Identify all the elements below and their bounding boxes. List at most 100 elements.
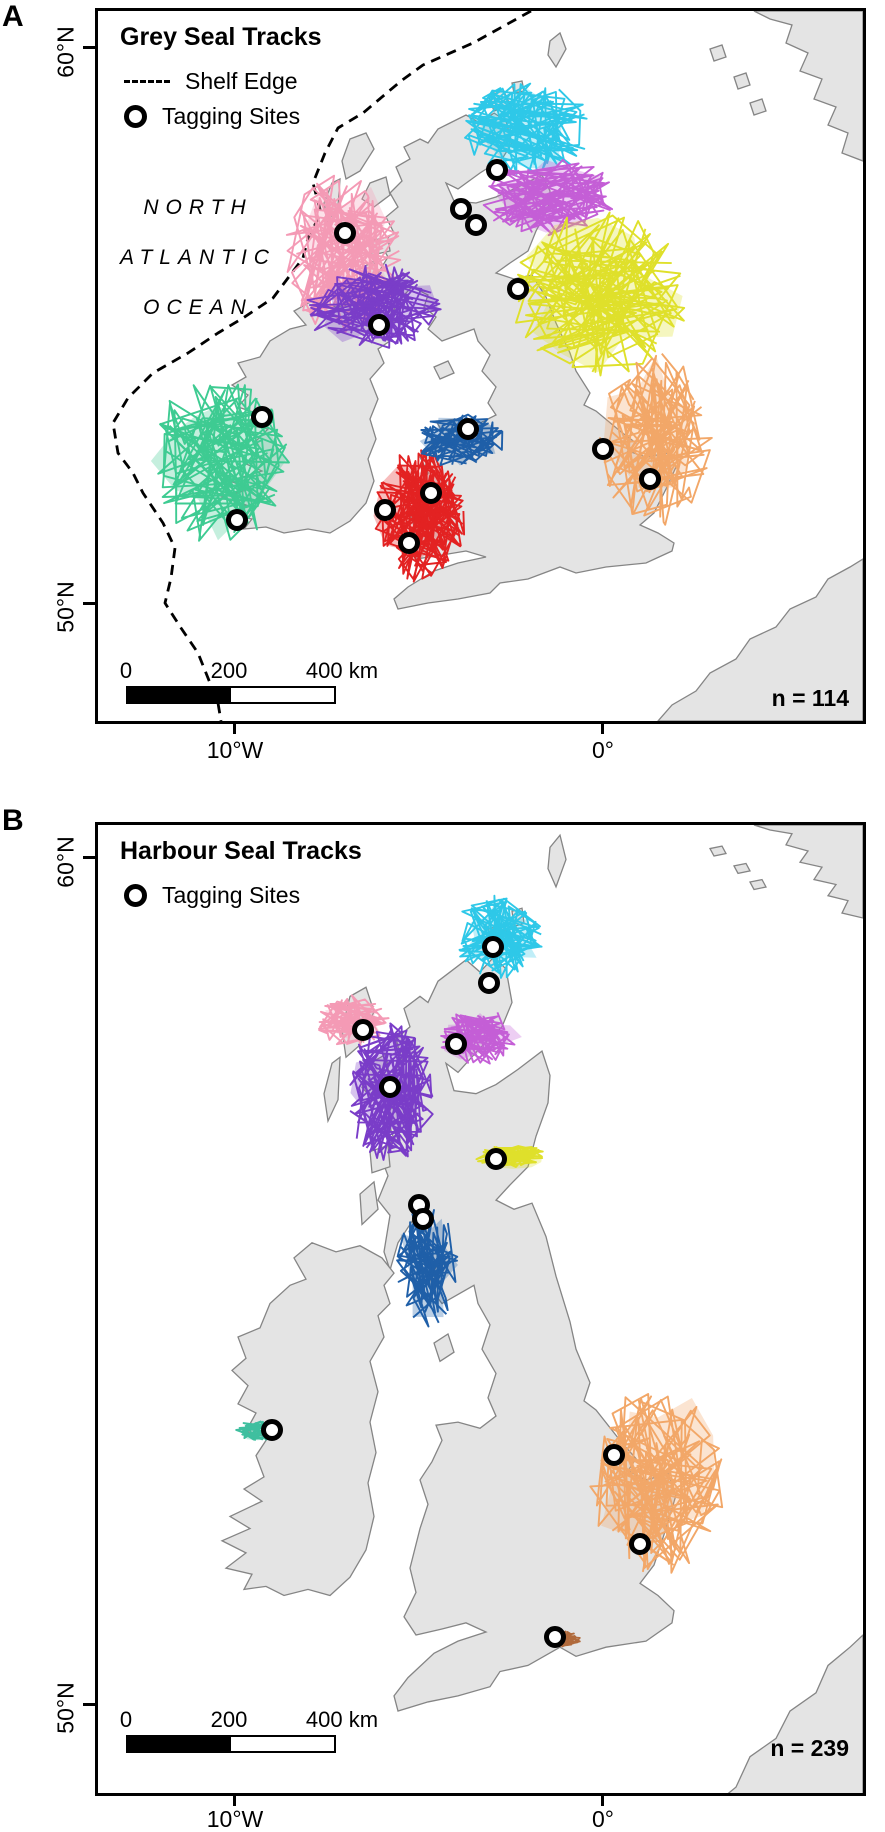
seal-track-line: [488, 168, 605, 233]
ocean-label-line-2: ATLANTIC: [120, 246, 276, 269]
panel-a-xlabel-0: 0°: [592, 737, 614, 763]
seal-track-line: [595, 1395, 713, 1541]
seal-track-line: [201, 383, 288, 517]
seal-track-line: [599, 384, 703, 487]
seal-track-line: [608, 370, 695, 516]
tagging-site-marker-firth-of-tay: [485, 1148, 507, 1170]
panel-b-map: [221, 825, 863, 1793]
tagging-site-marker-celtic-sea: [398, 532, 420, 554]
seal-track-line: [395, 476, 464, 580]
seal-track-line: [299, 192, 402, 312]
panel-b-map-frame: Harbour Seal Tracks Tagging Sites 0 200 …: [95, 822, 866, 1796]
panel-a-seal-tracks: [150, 82, 713, 583]
panel-a-sample-size: n = 114: [771, 685, 849, 711]
panel-a-map-frame: Grey Seal Tracks Shelf Edge Tagging Site…: [95, 8, 866, 724]
panel-b-ytick-60n: [83, 856, 95, 859]
seal-track-line: [589, 1408, 677, 1567]
seal-track-east-england: [589, 1393, 724, 1574]
panel-b-seal-tracks: [235, 894, 724, 1648]
ocean-label-line-3: OCEAN: [143, 296, 253, 319]
legend-row-tagging-sites-b: Tagging Sites: [124, 880, 300, 910]
seal-track-line: [381, 455, 460, 569]
panel-b-xtick-0: [601, 1794, 604, 1806]
seal-track-line: [517, 211, 624, 373]
seal-track-north-scotland: [464, 82, 588, 175]
seal-track-line: [290, 185, 394, 325]
panel-a-ytick-60n: [83, 46, 95, 49]
panel-b-letter: B: [2, 804, 24, 837]
tagging-site-icon: [124, 104, 147, 128]
panel-a-letter: A: [2, 0, 24, 33]
seal-track-line: [519, 214, 658, 373]
panel-b-xlabel-0: 0°: [592, 1806, 614, 1832]
seal-track-line: [351, 1038, 417, 1159]
tagging-site-marker-north-channel: [368, 314, 390, 336]
panel-b-sample-size: n = 239: [770, 1735, 849, 1761]
panel-b-scalebar: 0 200 400 km: [120, 1707, 378, 1753]
seal-track-line: [424, 414, 470, 465]
tagging-site-marker-the-wash: [603, 1444, 625, 1466]
panel-a-ylabel-60n: 60°N: [52, 26, 79, 78]
seal-track-line: [527, 228, 679, 373]
panel-b-ytick-50n: [83, 1703, 95, 1706]
seal-track-line: [400, 1213, 450, 1312]
ocean-label-line-1: NORTH: [143, 196, 253, 219]
legend-row-tagging-sites: Tagging Sites: [124, 101, 300, 131]
tagging-site-marker-galway-bay: [251, 406, 273, 428]
tagging-site-marker-southeast-ireland: [374, 499, 396, 521]
panel-b-xtick-10w: [233, 1794, 236, 1806]
tagging-site-marker-pentland-firth: [478, 972, 500, 994]
tagging-site-marker-dornoch-firth: [486, 159, 508, 181]
tagging-site-marker-orkney: [482, 936, 504, 958]
seal-track-line: [490, 162, 595, 224]
seal-track-line: [161, 408, 279, 503]
panel-b-title: Harbour Seal Tracks: [120, 837, 362, 865]
legend-row-shelf-edge: Shelf Edge: [124, 66, 298, 96]
scalebar-200: 200: [210, 658, 248, 683]
seal-track-line: [468, 91, 580, 175]
scalebar-0-b: 0: [119, 1707, 133, 1732]
seal-track-line: [494, 176, 598, 223]
seal-track-line: [467, 90, 558, 172]
dashed-line-icon: [124, 79, 170, 83]
tagging-site-marker-south-coast: [544, 1626, 566, 1648]
panel-a-ylabel-50n: 50°N: [52, 581, 79, 633]
tagging-site-icon: [124, 883, 147, 907]
seal-track-east-scotland: [511, 211, 686, 377]
seal-track-line: [461, 897, 541, 975]
ocean-label: NORTH ATLANTIC OCEAN: [98, 183, 304, 333]
seal-track-line: [310, 271, 441, 337]
tagging-site-marker-clyde-south: [412, 1208, 434, 1230]
scalebar-0: 0: [119, 658, 133, 683]
panel-b-tagging-sites: [261, 936, 651, 1648]
panel-a-ytick-50n: [83, 602, 95, 605]
scalebar-200-b: 200: [210, 1707, 248, 1732]
seal-track-line: [600, 1409, 721, 1561]
tagging-site-marker-firth-of-forth: [507, 278, 529, 300]
seal-track-irish-sea: [396, 1206, 459, 1328]
tagging-site-marker-kerry-coast: [226, 509, 248, 531]
scalebar-400-b: 400 km: [305, 1707, 379, 1732]
panel-b-xlabel-10w: 10°W: [206, 1806, 264, 1832]
panel-a-xlabel-10w: 10°W: [206, 737, 264, 763]
seal-track-line: [555, 229, 679, 359]
scalebar-400: 400 km: [305, 658, 379, 683]
panel-a-title: Grey Seal Tracks: [120, 23, 322, 51]
scalebar-bar-fill: [128, 688, 231, 702]
seal-track-line: [164, 395, 286, 519]
seal-track-line: [308, 288, 434, 349]
seal-track-orkney: [458, 894, 543, 979]
scalebar-bar-fill-b: [128, 1737, 231, 1751]
seal-track-line: [604, 1408, 724, 1573]
tagging-site-marker-moray-firth-west: [450, 198, 472, 220]
panel-a-map: [111, 11, 863, 721]
tagging-site-marker-essex-coast: [629, 1533, 651, 1555]
tagging-site-marker-skye: [379, 1076, 401, 1098]
seal-track-line: [436, 417, 504, 465]
panel-a-xtick-10w: [233, 722, 236, 734]
tagging-site-marker-galway-bay: [261, 1419, 283, 1441]
tagging-site-marker-the-wash: [592, 438, 614, 460]
scalebar-labels: 0 200 400 km: [120, 658, 378, 684]
seal-track-west-ireland: [150, 383, 290, 542]
